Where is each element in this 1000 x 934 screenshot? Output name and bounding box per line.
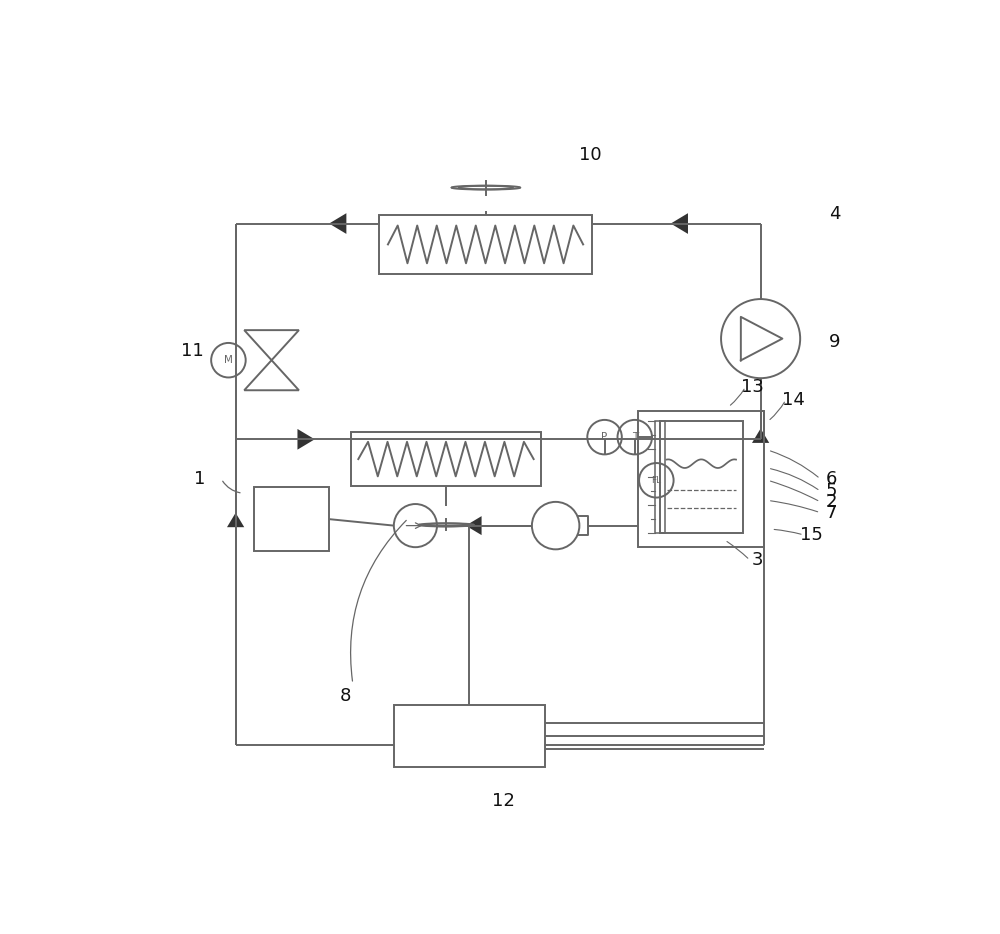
Text: P: P: [601, 432, 608, 442]
Text: 6: 6: [825, 470, 837, 488]
Bar: [379, 215, 592, 274]
Text: 7: 7: [825, 503, 837, 522]
Text: 3: 3: [751, 551, 763, 569]
Text: 8: 8: [340, 687, 351, 705]
Text: 10: 10: [579, 147, 601, 164]
Bar: [254, 488, 329, 551]
Text: 1: 1: [194, 470, 205, 488]
Text: T: T: [632, 432, 638, 442]
Text: 5: 5: [825, 482, 837, 500]
Polygon shape: [466, 517, 482, 535]
Bar: [351, 432, 541, 486]
Bar: [655, 421, 665, 532]
Polygon shape: [227, 513, 244, 527]
Text: 15: 15: [800, 526, 822, 544]
Polygon shape: [752, 429, 769, 443]
Text: 13: 13: [741, 378, 764, 396]
Bar: [394, 705, 545, 767]
Text: 11: 11: [181, 342, 204, 360]
Text: 4: 4: [829, 205, 840, 223]
Polygon shape: [329, 213, 346, 234]
Text: 2: 2: [825, 493, 837, 511]
Text: 12: 12: [492, 792, 515, 810]
Text: FL: FL: [651, 475, 661, 485]
Text: M: M: [224, 355, 233, 365]
Text: 9: 9: [829, 333, 840, 351]
Polygon shape: [297, 429, 315, 449]
Polygon shape: [671, 213, 688, 234]
Bar: [638, 411, 764, 547]
Text: 14: 14: [782, 390, 804, 409]
Bar: [660, 421, 743, 532]
